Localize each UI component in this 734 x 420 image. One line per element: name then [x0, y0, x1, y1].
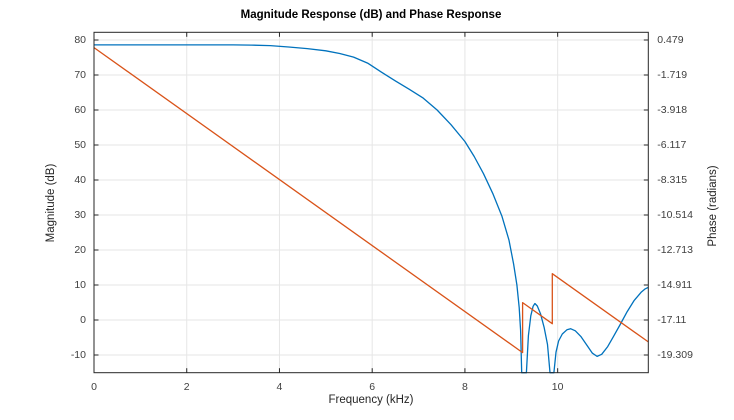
x-tick-label: 2 [183, 380, 190, 393]
y-tick-label-magnitude: 0 [80, 313, 86, 326]
y-tick-label-phase: -3.918 [657, 103, 688, 116]
y-tick-label-magnitude: 50 [74, 138, 86, 151]
x-tick-label: 6 [369, 380, 376, 393]
y-tick-label-phase: -10.514 [657, 208, 693, 221]
y-tick-label-magnitude: 70 [74, 68, 86, 81]
x-tick-label: 4 [276, 380, 283, 393]
y-tick-label-phase: -6.117 [657, 138, 687, 151]
y-tick-label-phase: -8.315 [657, 173, 688, 186]
chart-title: Magnitude Response (dB) and Phase Respon… [240, 9, 502, 21]
y-tick-label-phase: -17.11 [657, 313, 687, 326]
y-tick-label-magnitude: -10 [70, 348, 86, 361]
x-tick-label: 8 [462, 380, 468, 393]
y-tick-label-magnitude: 20 [74, 243, 86, 256]
y-tick-label-magnitude: 60 [74, 103, 86, 116]
axes-box [93, 31, 649, 374]
y-tick-label-magnitude: 30 [74, 208, 86, 221]
y-tick-label-magnitude: 80 [74, 33, 86, 46]
y-tick-label-phase: 0.479 [657, 33, 684, 46]
y-tick-label-magnitude: 40 [74, 173, 86, 186]
x-tick-label: 10 [551, 380, 564, 393]
y-tick-label-magnitude: 10 [74, 278, 86, 291]
y-tick-label-phase: -1.719 [657, 68, 688, 81]
y-tick-label-phase: -12.713 [657, 243, 693, 256]
y-tick-label-phase: -14.911 [657, 278, 693, 291]
series-magnitude_db [94, 44, 649, 374]
x-axis-label: Frequency (kHz) [328, 394, 414, 406]
y-tick-label-phase: -19.309 [657, 348, 693, 361]
x-tick-label: 0 [91, 380, 97, 393]
series-phase_radians [93, 47, 649, 354]
